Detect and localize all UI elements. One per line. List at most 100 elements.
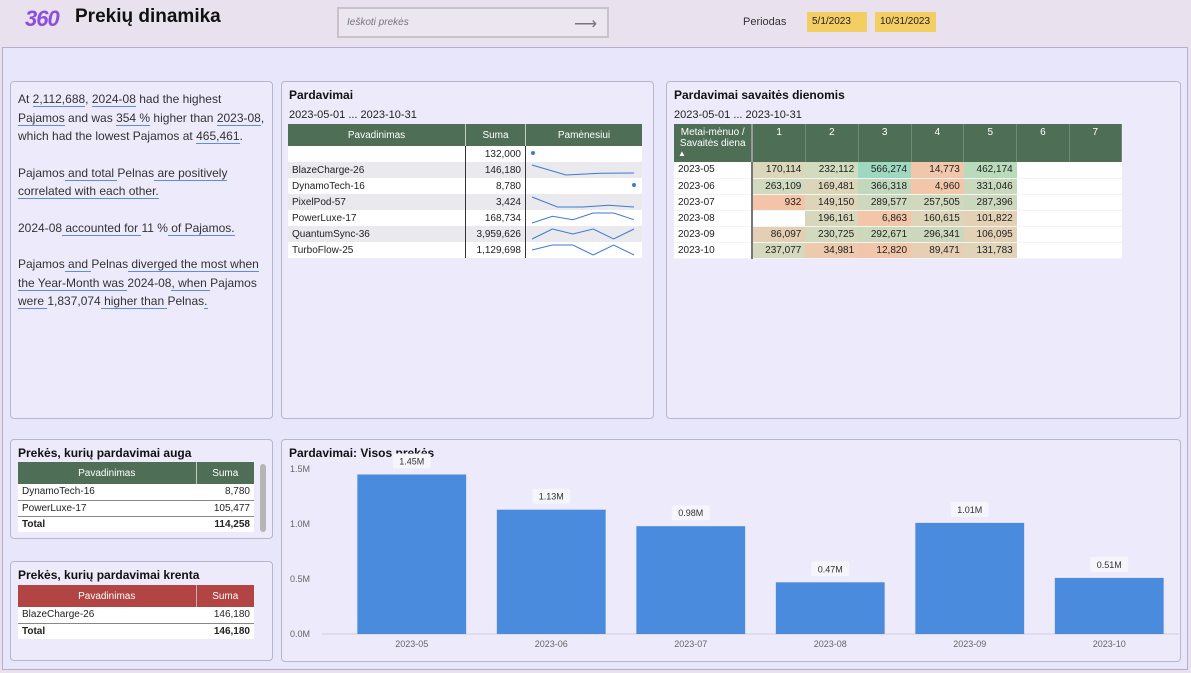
search-box[interactable]: ⟶ <box>337 7 609 38</box>
narrative-paragraph-4: Pajamos and Pelnas diverged the most whe… <box>18 255 265 311</box>
narrative-value[interactable]: , when <box>171 275 211 291</box>
matrix-cell: 170,114 <box>752 162 806 179</box>
table-row[interactable]: PowerLuxe-17 168,734 <box>288 210 642 226</box>
date-from-field[interactable]: 5/1/2023 <box>807 12 867 32</box>
rising-col-name[interactable]: Pavadinimas <box>18 462 197 484</box>
narrative-value[interactable]: 354 % <box>116 110 151 126</box>
table-row[interactable]: TurboFlow-25 1,129,698 <box>288 242 642 258</box>
cell-name <box>288 146 467 162</box>
falling-title: Prekės, kurių pardavimai krenta <box>18 568 200 582</box>
matrix-cell <box>1069 194 1122 211</box>
narrative-value[interactable]: 2,112,688 <box>32 92 86 107</box>
sales-table: Pavadinimas Suma Pamėnesiui 132,000 Blaze… <box>288 124 642 258</box>
narrative-text: Pelnas <box>167 294 205 308</box>
table-row[interactable]: 132,000 <box>288 146 642 162</box>
total-row: Total 146,180 <box>18 622 254 639</box>
bar[interactable] <box>1054 577 1164 634</box>
falling-col-name[interactable]: Pavadinimas <box>18 585 197 607</box>
falling-col-sum[interactable]: Suma <box>196 585 254 607</box>
narrative-value[interactable]: 2023-08 <box>216 110 261 126</box>
matrix-cell <box>1069 242 1122 259</box>
narrative-value[interactable]: accounted for <box>62 220 142 236</box>
matrix-cell: 34,981 <box>805 242 859 259</box>
table-row[interactable]: DynamoTech-16 8,780 <box>18 484 254 501</box>
narrative-value[interactable]: diverged the most when the Year-Month wa… <box>18 257 259 291</box>
x-tick-label: 2023-08 <box>814 639 847 649</box>
rising-title: Prekės, kurių pardavimai auga <box>18 446 192 460</box>
cell-sparkline <box>525 226 642 242</box>
data-label-box <box>671 505 710 521</box>
matrix-cell <box>1016 226 1070 243</box>
narrative-value[interactable]: were <box>18 294 48 309</box>
bar[interactable] <box>915 522 1025 634</box>
sparkline <box>531 196 635 208</box>
col-header-sum[interactable]: Suma <box>465 124 526 146</box>
narrative-value[interactable]: Pajamos <box>18 110 65 126</box>
matrix-row[interactable]: 2023-08 196,161 6,863 160,615 101,822 <box>674 210 1122 227</box>
matrix-corner-header[interactable]: Metai-mėnuo / Savaitės diena ▲ <box>674 124 754 162</box>
narrative-value[interactable]: of Pajamos. <box>167 220 235 236</box>
narrative-text: had the highest <box>135 92 222 106</box>
narrative-value[interactable]: are positively correlated with each othe… <box>18 165 228 199</box>
narrative-value[interactable]: and <box>64 257 92 272</box>
rising-scrollbar[interactable] <box>260 464 266 532</box>
col-header-name[interactable]: Pavadinimas <box>288 124 467 146</box>
bar[interactable] <box>496 509 606 634</box>
x-tick-label: 2023-07 <box>674 639 707 649</box>
narrative-value[interactable]: 2024-08 <box>91 92 136 107</box>
table-row[interactable]: QuantumSync-36 3,959,626 <box>288 226 642 242</box>
narrative-value[interactable]: 465,461 <box>196 129 240 144</box>
arrow-right-icon[interactable]: ⟶ <box>574 16 597 33</box>
matrix-day-header[interactable]: 2 <box>805 124 859 162</box>
matrix-row[interactable]: 2023-06 263,109 169,481 366,318 4,960 331,046 <box>674 178 1122 195</box>
narrative-value[interactable]: and total <box>64 165 118 181</box>
matrix-day-header[interactable]: 7 <box>1069 124 1123 162</box>
matrix-day-header[interactable]: 1 <box>752 124 806 162</box>
cell-sum: 146,180 <box>465 162 526 178</box>
bar[interactable] <box>775 582 885 634</box>
matrix-row[interactable]: 2023-09 86,097 230,725 292,671 296,341 106,09… <box>674 226 1122 243</box>
narrative-value[interactable]: higher than <box>100 294 168 309</box>
matrix-day-header[interactable]: 5 <box>963 124 1018 162</box>
data-label-box <box>1090 556 1129 572</box>
matrix-row[interactable]: 2023-07 932 149,150 289,577 257,505 287,396 <box>674 194 1122 211</box>
sort-ascending-icon[interactable]: ▲ <box>678 149 686 158</box>
table-row[interactable]: PowerLuxe-17 105,477 <box>18 500 254 517</box>
matrix-cell <box>1016 194 1070 211</box>
y-tick-label: 1.0M <box>290 519 310 529</box>
matrix-cell <box>1016 210 1070 227</box>
cell-name: QuantumSync-36 <box>288 226 467 242</box>
matrix-row[interactable]: 2023-05 170,114 232,112 566,274 14,773 462,17… <box>674 162 1122 179</box>
col-header-monthly[interactable]: Pamėnesiui <box>525 124 642 146</box>
sparkline <box>631 183 636 187</box>
matrix-day-header[interactable]: 3 <box>858 124 912 162</box>
matrix-row[interactable]: 2023-10 237,077 34,981 12,820 89,471 131,783 <box>674 242 1122 259</box>
y-tick-label: 0.0M <box>290 629 310 639</box>
matrix-corner-label: Metai-mėnuo / Savaitės diena <box>679 127 746 149</box>
rising-col-sum[interactable]: Suma <box>196 462 254 484</box>
table-row[interactable]: PixelPod-57 3,424 <box>288 194 642 210</box>
sparkline <box>530 151 535 155</box>
sparkline <box>531 164 634 176</box>
matrix-day-header[interactable]: 6 <box>1016 124 1070 162</box>
matrix-day-header[interactable]: 4 <box>911 124 965 162</box>
search-input[interactable] <box>347 14 567 30</box>
data-label: 0.98M <box>678 508 703 518</box>
narrative-paragraph-2: Pajamos and total Pelnas are positively … <box>18 164 265 201</box>
narrative-value[interactable]: . <box>204 294 208 309</box>
sales-range: 2023-05-01 ... 2023-10-31 <box>289 109 417 121</box>
sales-title: Pardavimai <box>289 88 354 102</box>
table-row[interactable]: BlazeCharge-26 146,180 <box>18 607 254 624</box>
table-row[interactable]: DynamoTech-16 8,780 <box>288 178 642 194</box>
bar[interactable] <box>636 526 746 634</box>
date-to-field[interactable]: 10/31/2023 <box>875 12 936 32</box>
table-row[interactable]: BlazeCharge-26 146,180 <box>288 162 642 178</box>
bar[interactable] <box>357 474 467 635</box>
narrative-text: Pajamos <box>210 275 257 290</box>
matrix-cell: 289,577 <box>858 194 912 211</box>
narrative-text: Pelnas <box>117 165 155 180</box>
matrix-cell: 287,396 <box>963 194 1017 211</box>
total-label: Total <box>18 515 196 532</box>
cell-name: PixelPod-57 <box>288 194 467 210</box>
